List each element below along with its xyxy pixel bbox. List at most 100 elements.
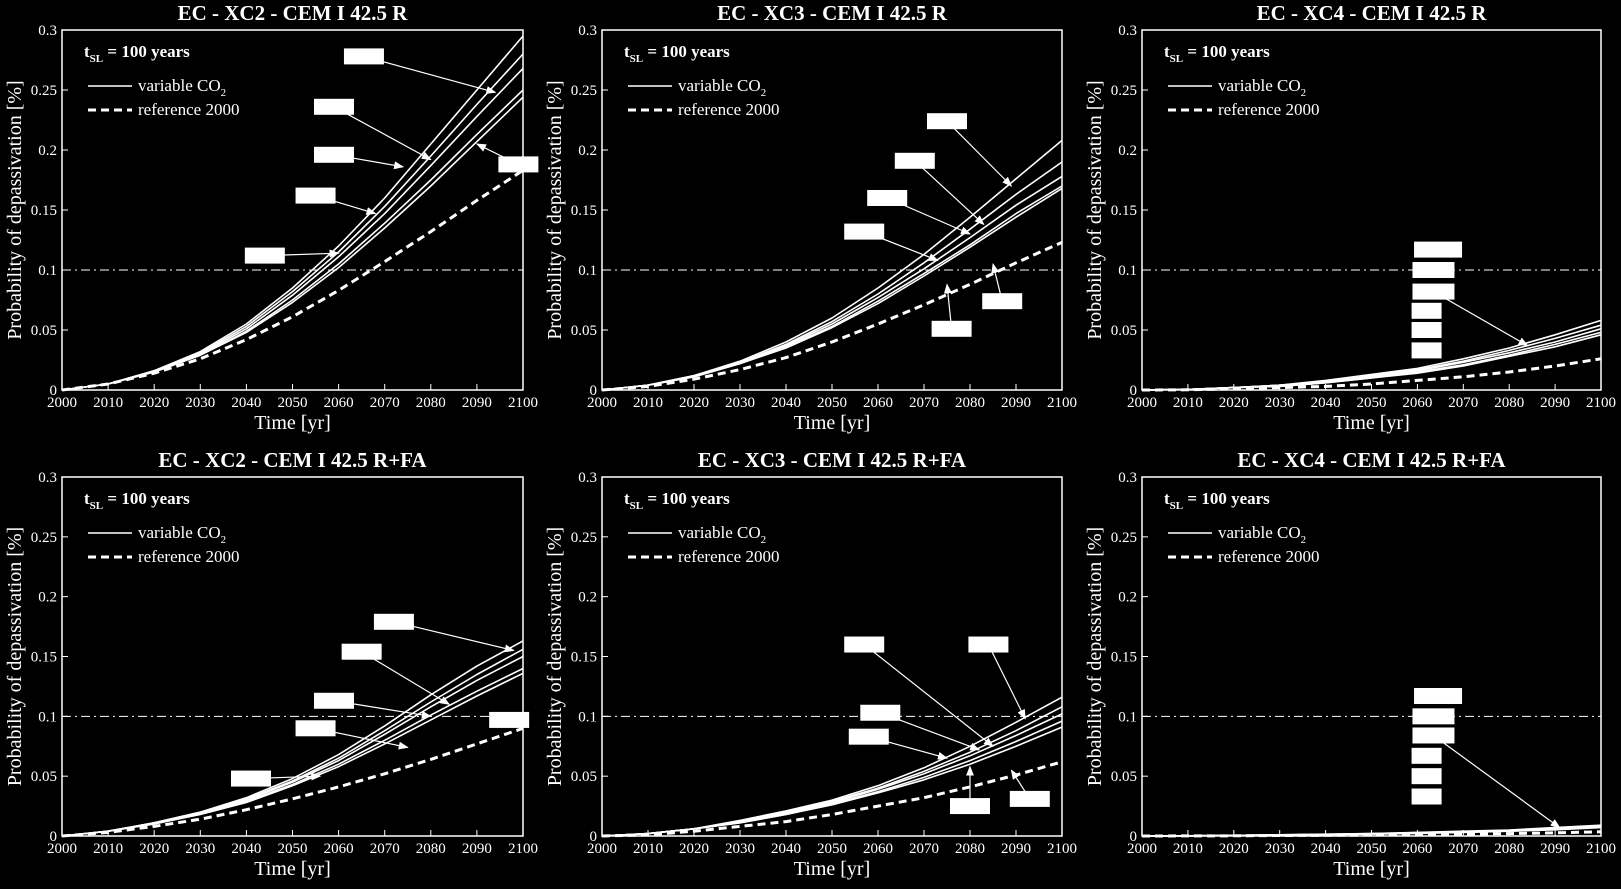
service-life-label: tSL = 100 years xyxy=(1164,489,1270,512)
service-life-value: = 100 years xyxy=(643,489,730,508)
variable-co2-line-1 xyxy=(601,696,1063,837)
legend-subscript: 2 xyxy=(761,87,767,99)
variable-co2-line-1 xyxy=(61,35,524,391)
curve-label-box xyxy=(1411,747,1442,764)
x-tick-label: 2060 xyxy=(863,395,893,411)
y-axis-label: Probability of depassivation [%] xyxy=(1084,80,1106,339)
x-tick-label: 2050 xyxy=(817,841,847,857)
curve-label-box xyxy=(1412,708,1455,725)
label-leader-arrow xyxy=(1433,291,1529,347)
legend-label: reference 2000 xyxy=(1218,100,1319,119)
x-tick-label: 2090 xyxy=(1540,841,1570,857)
x-tick-label: 2060 xyxy=(1402,395,1432,411)
y-tick-label: 0.25 xyxy=(571,83,597,99)
variable-co2-line-5 xyxy=(601,726,1063,837)
x-axis-label: Time [yr] xyxy=(254,858,330,880)
service-life-subscript: SL xyxy=(1170,500,1183,512)
x-tick-label: 2070 xyxy=(370,395,400,411)
y-tick-label: 0.25 xyxy=(31,530,57,546)
y-tick-label: 0.3 xyxy=(1118,23,1137,39)
y-tick-label: 0 xyxy=(1130,383,1138,399)
variable-co2-line-2 xyxy=(61,648,524,837)
x-tick-label: 2010 xyxy=(93,841,123,857)
plot-frame xyxy=(61,29,524,391)
reference-2000-line xyxy=(61,726,524,838)
x-tick-label: 2010 xyxy=(1173,395,1203,411)
chart-title: EC - XC3 - CEM I 42.5 R+FA xyxy=(698,448,967,472)
y-tick-label: 0.15 xyxy=(31,203,57,219)
curve-label-box xyxy=(1411,768,1442,785)
curve-label-box xyxy=(894,152,935,169)
x-tick-label: 2020 xyxy=(679,395,709,411)
x-tick-label: 2030 xyxy=(185,395,215,411)
service-life-value: = 100 years xyxy=(643,42,730,61)
legend-entry: variable CO2 xyxy=(1218,76,1306,99)
x-tick-label: 2040 xyxy=(771,841,801,857)
curve-label-box xyxy=(860,704,901,721)
y-tick-label: 0.3 xyxy=(1118,470,1137,486)
legend-entry: variable CO2 xyxy=(678,523,766,546)
x-tick-label: 2040 xyxy=(771,395,801,411)
variable-co2-line-1 xyxy=(1141,319,1602,391)
curve-label-box xyxy=(931,320,972,337)
label-leader-arrow xyxy=(363,55,497,94)
variable-co2-line-3 xyxy=(601,175,1063,391)
curve-label-box xyxy=(295,720,336,737)
legend-label: variable CO xyxy=(1218,76,1301,95)
y-tick-label: 0 xyxy=(590,829,598,845)
y-tick-label: 0.15 xyxy=(31,650,57,666)
y-tick-label: 0.1 xyxy=(578,709,597,725)
x-tick-label: 2020 xyxy=(679,841,709,857)
service-life-label: tSL = 100 years xyxy=(84,489,190,512)
x-tick-label: 2020 xyxy=(1219,395,1249,411)
x-tick-label: 2000 xyxy=(587,395,617,411)
y-tick-label: 0.3 xyxy=(578,470,597,486)
legend-label: variable CO xyxy=(678,523,761,542)
y-tick-label: 0.3 xyxy=(38,470,57,486)
legend-label: reference 2000 xyxy=(138,547,239,566)
legend-subscript: 2 xyxy=(221,87,227,99)
curve-label-box xyxy=(341,643,382,660)
reference-2000-line xyxy=(61,169,524,392)
y-tick-label: 0.15 xyxy=(1111,203,1137,219)
curve-label-box xyxy=(1412,727,1455,744)
x-tick-label: 2040 xyxy=(231,841,261,857)
y-tick-label: 0.2 xyxy=(578,143,597,159)
legend-label: variable CO xyxy=(138,523,221,542)
legend-entry: variable CO2 xyxy=(678,76,766,99)
chart-panel-3: EC - XC4 - CEM I 42.5 R 2000 2010 2020 2030 2… xyxy=(1084,1,1616,434)
legend-label: variable CO xyxy=(138,76,221,95)
x-tick-label: 2060 xyxy=(324,841,354,857)
x-tick-label: 2050 xyxy=(1357,395,1387,411)
y-tick-label: 0.25 xyxy=(31,83,57,99)
curve-label-box xyxy=(313,98,354,115)
y-tick-label: 0 xyxy=(590,383,598,399)
y-tick-label: 0.25 xyxy=(571,530,597,546)
x-tick-label: 2000 xyxy=(587,841,617,857)
curve-label-box xyxy=(295,187,336,204)
reference-2000-line xyxy=(1141,357,1602,392)
x-axis-label: Time [yr] xyxy=(1333,858,1409,880)
y-tick-label: 0.25 xyxy=(1111,530,1137,546)
service-life-label: tSL = 100 years xyxy=(84,42,190,65)
x-tick-label: 2070 xyxy=(909,841,939,857)
legend-label: variable CO xyxy=(678,76,761,95)
service-life-prefix: t xyxy=(1164,42,1170,61)
chart-panel-5: EC - XC3 - CEM I 42.5 R+FA 2000 2010 2020 20… xyxy=(544,448,1077,880)
service-life-subscript: SL xyxy=(90,53,103,65)
chart-title: EC - XC2 - CEM I 42.5 R xyxy=(178,1,409,25)
x-tick-label: 2050 xyxy=(817,395,847,411)
y-tick-label: 0.2 xyxy=(1118,590,1137,606)
x-tick-label: 2010 xyxy=(633,841,663,857)
x-tick-label: 2060 xyxy=(863,841,893,857)
y-tick-label: 0.3 xyxy=(578,23,597,39)
y-tick-label: 0 xyxy=(50,829,58,845)
curve-label-box xyxy=(867,190,908,206)
legend-subscript: 2 xyxy=(1301,87,1307,99)
legend-entry: variable CO2 xyxy=(138,76,226,99)
y-tick-label: 0.05 xyxy=(1111,769,1137,785)
y-axis-label: Probability of depassivation [%] xyxy=(1084,527,1106,786)
legend-label: reference 2000 xyxy=(678,547,779,566)
